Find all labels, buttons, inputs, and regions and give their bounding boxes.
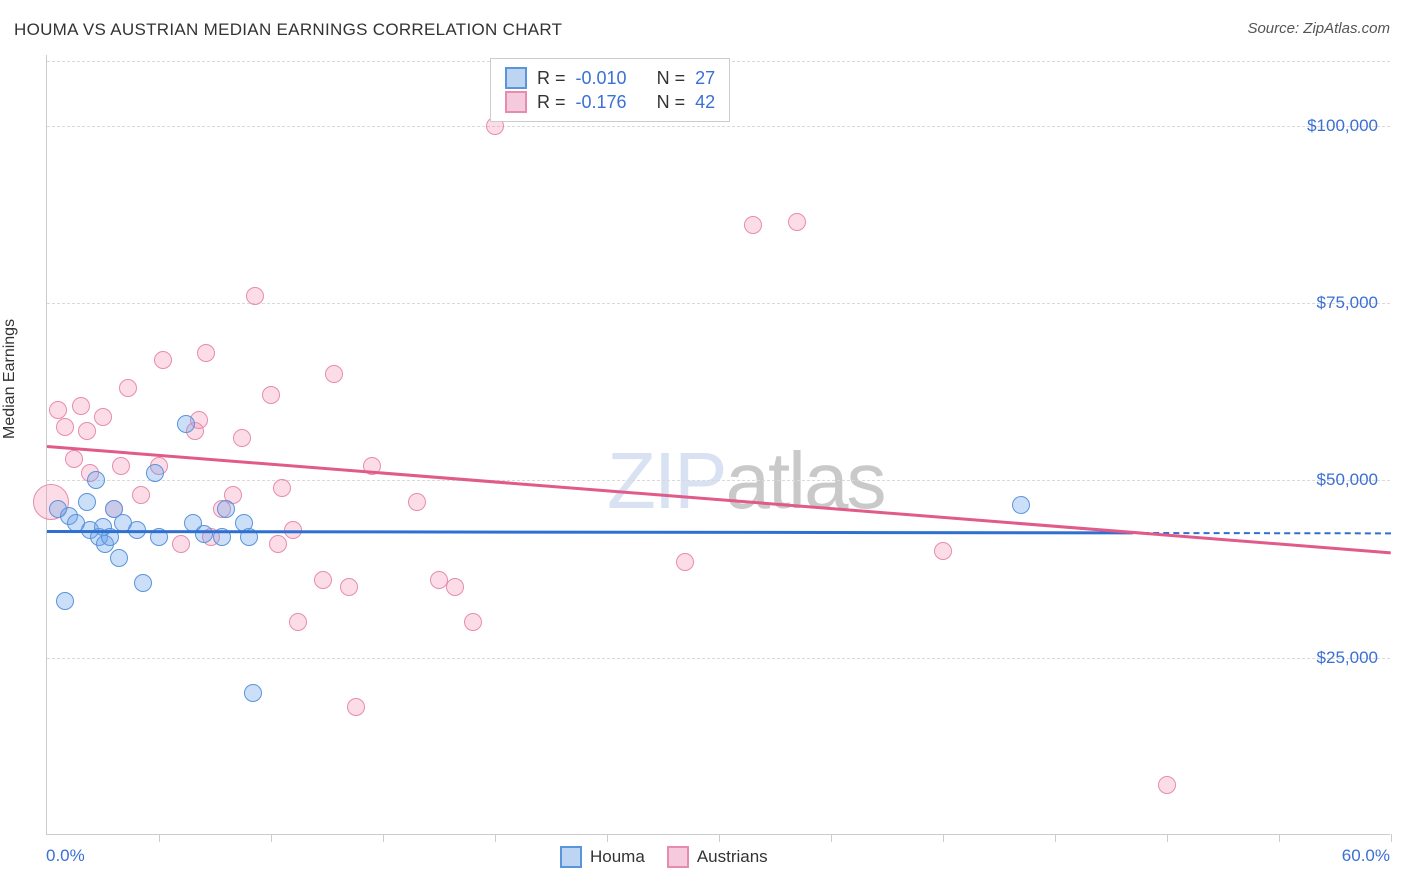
data-point: [154, 351, 172, 369]
n-value-austrians: 42: [695, 92, 715, 113]
x-tick: [383, 834, 384, 842]
x-tick: [1279, 834, 1280, 842]
data-point: [233, 429, 251, 447]
data-point: [325, 365, 343, 383]
x-tick: [831, 834, 832, 842]
r-prefix: R =: [537, 68, 566, 89]
r-value-austrians: -0.176: [576, 92, 627, 113]
source-label: Source: ZipAtlas.com: [1247, 20, 1390, 37]
chart-title: HOUMA VS AUSTRIAN MEDIAN EARNINGS CORREL…: [14, 20, 562, 40]
data-point: [340, 578, 358, 596]
x-tick: [719, 834, 720, 842]
n-prefix: N =: [657, 92, 686, 113]
data-point: [56, 592, 74, 610]
gridline: [47, 126, 1390, 127]
legend-stats: R = -0.010 N = 27 R = -0.176 N = 42: [490, 58, 730, 122]
legend-label-austrians: Austrians: [697, 847, 768, 867]
y-tick-label: $25,000: [1317, 648, 1378, 668]
x-tick: [607, 834, 608, 842]
gridline: [47, 658, 1390, 659]
data-point: [49, 401, 67, 419]
data-point: [314, 571, 332, 589]
legend-series: Houma Austrians: [560, 846, 768, 868]
data-point: [78, 493, 96, 511]
data-point: [347, 698, 365, 716]
y-tick-label: $100,000: [1307, 116, 1378, 136]
data-point: [132, 486, 150, 504]
data-point: [408, 493, 426, 511]
swatch-austrians-icon: [667, 846, 689, 868]
data-point: [934, 542, 952, 560]
data-point: [676, 553, 694, 571]
legend-row-austrians: R = -0.176 N = 42: [505, 91, 715, 113]
legend-label-houma: Houma: [590, 847, 645, 867]
data-point: [134, 574, 152, 592]
data-point: [119, 379, 137, 397]
data-point: [289, 613, 307, 631]
x-tick: [1167, 834, 1168, 842]
y-tick-label: $50,000: [1317, 470, 1378, 490]
data-point: [172, 535, 190, 553]
data-point: [65, 450, 83, 468]
data-point: [269, 535, 287, 553]
legend-item-austrians: Austrians: [667, 846, 768, 868]
data-point: [744, 216, 762, 234]
data-point: [197, 344, 215, 362]
x-tick: [943, 834, 944, 842]
x-tick: [495, 834, 496, 842]
data-point: [464, 613, 482, 631]
data-point: [195, 525, 213, 543]
r-value-houma: -0.010: [576, 68, 627, 89]
gridline: [47, 480, 1390, 481]
r-prefix: R =: [537, 92, 566, 113]
x-axis-max-label: 60.0%: [1342, 846, 1390, 866]
data-point: [94, 408, 112, 426]
swatch-austrians: [505, 91, 527, 113]
y-axis-label: Median Earnings: [1, 319, 19, 439]
data-point: [273, 479, 291, 497]
data-point: [87, 471, 105, 489]
x-tick: [1391, 834, 1392, 842]
data-point: [78, 422, 96, 440]
data-point: [788, 213, 806, 231]
n-value-houma: 27: [695, 68, 715, 89]
data-point: [217, 500, 235, 518]
chart-container: HOUMA VS AUSTRIAN MEDIAN EARNINGS CORREL…: [0, 0, 1406, 892]
x-tick: [271, 834, 272, 842]
data-point: [244, 684, 262, 702]
data-point: [56, 418, 74, 436]
y-tick-label: $75,000: [1317, 293, 1378, 313]
data-point: [246, 287, 264, 305]
swatch-houma-icon: [560, 846, 582, 868]
data-point: [1012, 496, 1030, 514]
data-point: [110, 549, 128, 567]
legend-item-houma: Houma: [560, 846, 645, 868]
data-point: [262, 386, 280, 404]
x-tick: [159, 834, 160, 842]
gridline: [47, 303, 1390, 304]
swatch-houma: [505, 67, 527, 89]
data-point: [72, 397, 90, 415]
data-point: [1158, 776, 1176, 794]
data-point: [112, 457, 130, 475]
n-prefix: N =: [657, 68, 686, 89]
x-tick: [1055, 834, 1056, 842]
x-axis-min-label: 0.0%: [46, 846, 85, 866]
plot-area: ZIPatlas $25,000$50,000$75,000$100,000: [46, 55, 1390, 835]
data-point: [146, 464, 164, 482]
data-point: [446, 578, 464, 596]
data-point: [177, 415, 195, 433]
legend-row-houma: R = -0.010 N = 27: [505, 67, 715, 89]
